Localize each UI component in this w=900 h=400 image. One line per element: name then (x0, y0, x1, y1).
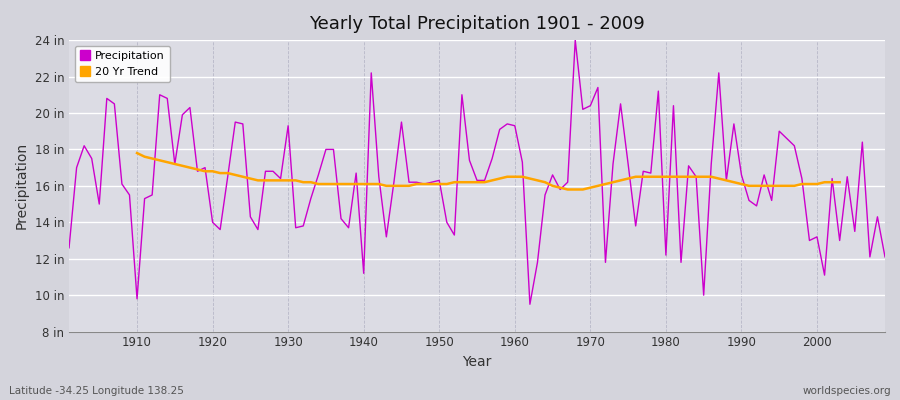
Title: Yearly Total Precipitation 1901 - 2009: Yearly Total Precipitation 1901 - 2009 (309, 15, 645, 33)
X-axis label: Year: Year (463, 355, 491, 369)
Y-axis label: Precipitation: Precipitation (15, 142, 29, 230)
Legend: Precipitation, 20 Yr Trend: Precipitation, 20 Yr Trend (75, 46, 170, 82)
Text: Latitude -34.25 Longitude 138.25: Latitude -34.25 Longitude 138.25 (9, 386, 184, 396)
Text: worldspecies.org: worldspecies.org (803, 386, 891, 396)
